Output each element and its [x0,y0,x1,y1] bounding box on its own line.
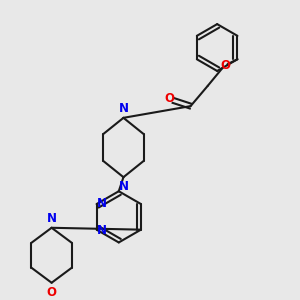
Text: O: O [220,59,230,72]
Text: N: N [97,196,107,210]
Text: N: N [118,102,128,115]
Text: N: N [118,180,128,193]
Text: N: N [97,224,107,237]
Text: N: N [46,212,57,225]
Text: O: O [46,286,57,299]
Text: O: O [165,92,175,105]
